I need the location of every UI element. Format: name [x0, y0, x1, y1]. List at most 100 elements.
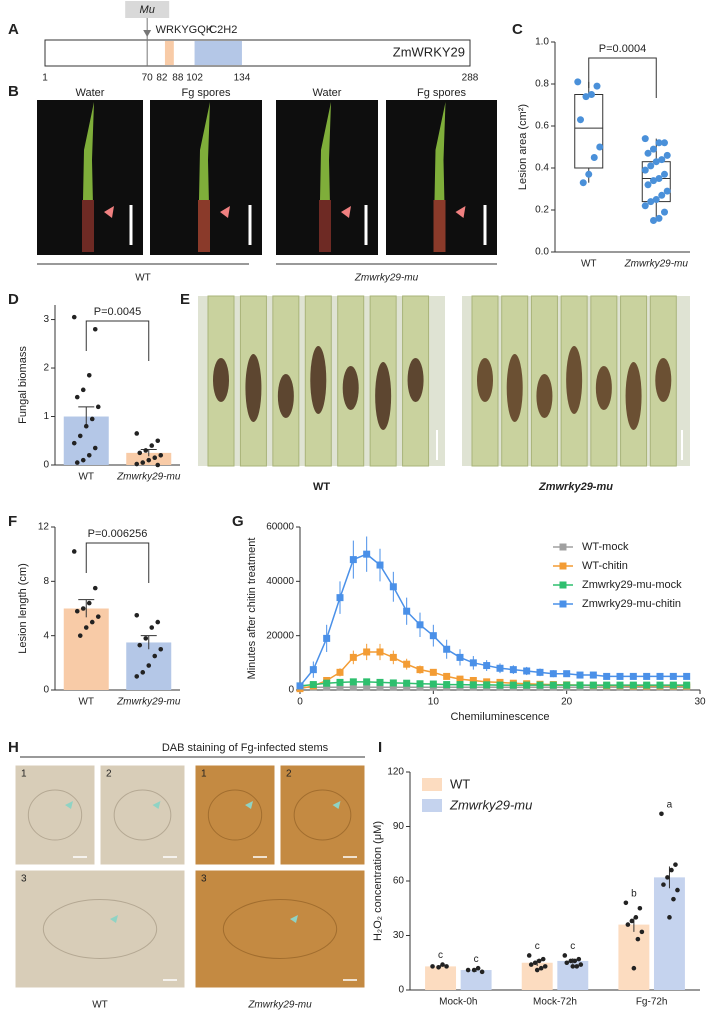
gene-domain: [194, 41, 242, 65]
y-tick-label: 0.0: [535, 247, 549, 258]
data-point: [658, 191, 666, 199]
data-point: [74, 394, 80, 400]
micrograph-number: 2: [106, 769, 112, 780]
data-point: [336, 678, 344, 686]
data-point: [576, 671, 584, 679]
y-tick-label: 30: [393, 930, 405, 941]
micrograph-number: 3: [201, 874, 207, 885]
legend-swatch: [422, 799, 442, 812]
bar: [653, 877, 685, 990]
data-point: [593, 82, 601, 90]
panel-letter: B: [8, 83, 19, 100]
data-point: [534, 967, 540, 973]
y-axis-label: Fungal biomass: [17, 346, 29, 424]
photo-arrowhead: [220, 206, 230, 218]
photo-lesion: [595, 366, 612, 410]
data-point: [523, 667, 531, 675]
photo-stem-base: [198, 200, 210, 252]
panel-letter: C: [512, 21, 523, 38]
data-point: [134, 431, 140, 436]
data-point: [603, 681, 611, 689]
data-point: [479, 969, 485, 975]
data-point: [456, 681, 464, 689]
domain-label: C2H2: [209, 24, 237, 36]
data-point: [416, 666, 424, 674]
data-point: [309, 681, 317, 689]
data-point: [629, 681, 637, 689]
data-point: [416, 621, 424, 629]
data-point: [83, 625, 89, 630]
significance-bracket: [588, 57, 657, 98]
y-tick-label: 0.6: [535, 121, 549, 132]
data-point: [440, 962, 445, 967]
genotype-label: WT: [135, 273, 151, 284]
data-point: [538, 965, 544, 971]
data-point: [509, 681, 517, 689]
photo-lesion: [625, 362, 642, 430]
y-tick-label: 0.2: [535, 205, 549, 216]
data-point: [576, 681, 584, 689]
gene-bar: [44, 39, 471, 67]
significance-letter: a: [667, 799, 673, 810]
legend-label: WT-chitin: [582, 560, 628, 572]
data-point: [83, 423, 89, 429]
photo-lesion: [506, 354, 523, 422]
y-tick-label: 4: [43, 630, 49, 641]
data-point: [376, 648, 384, 656]
data-point: [625, 922, 631, 927]
photo-arrowhead: [290, 915, 298, 923]
data-point: [465, 967, 471, 973]
data-point: [389, 683, 397, 691]
data-point: [562, 953, 568, 958]
data-point: [572, 958, 578, 964]
data-point: [158, 453, 164, 458]
photo-lesion: [407, 358, 424, 402]
data-point: [376, 678, 384, 686]
y-tick-label: 0.8: [535, 79, 549, 90]
data-point: [532, 960, 538, 966]
data-point: [403, 660, 411, 668]
legend-marker: [559, 581, 567, 589]
photo-stem-base: [82, 200, 94, 252]
data-point: [582, 93, 590, 101]
data-point: [549, 681, 557, 689]
data-point: [656, 672, 664, 680]
y-tick-label: 90: [393, 821, 405, 832]
data-point: [336, 594, 344, 602]
data-point: [542, 964, 548, 969]
micrograph-texture: [222, 899, 338, 959]
legend-label: Zmwrky29-mu-mock: [582, 579, 682, 591]
photo-column-label: Fg spores: [417, 87, 466, 99]
data-point: [80, 606, 86, 611]
data-point: [363, 648, 371, 656]
data-point: [683, 672, 691, 680]
data-point: [77, 433, 83, 439]
significance-letter: c: [570, 941, 575, 952]
data-point: [336, 668, 344, 676]
data-point: [77, 633, 83, 638]
significance-letter: c: [438, 950, 443, 961]
y-tick-label: 120: [387, 767, 404, 778]
data-point: [644, 149, 652, 157]
data-point: [80, 387, 86, 393]
micrograph-texture: [27, 789, 83, 841]
data-point: [577, 116, 584, 124]
p-value: P=0.0045: [94, 306, 141, 318]
legend-marker: [559, 600, 567, 608]
data-point: [576, 956, 582, 962]
micrograph-number: 2: [286, 769, 292, 780]
data-point: [641, 166, 649, 174]
data-point: [647, 162, 655, 170]
data-point: [155, 438, 161, 444]
data-point: [564, 960, 570, 966]
photo-lesion: [477, 358, 493, 402]
genotype-label: WT: [313, 481, 330, 493]
data-point: [471, 967, 477, 973]
legend-label: Zmwrky29-mu: [449, 797, 532, 812]
panel-letter: A: [8, 21, 19, 38]
box: [574, 94, 604, 169]
y-tick-label: 0: [43, 685, 49, 696]
data-point: [146, 663, 152, 668]
data-point: [403, 607, 411, 615]
data-point: [376, 683, 384, 691]
